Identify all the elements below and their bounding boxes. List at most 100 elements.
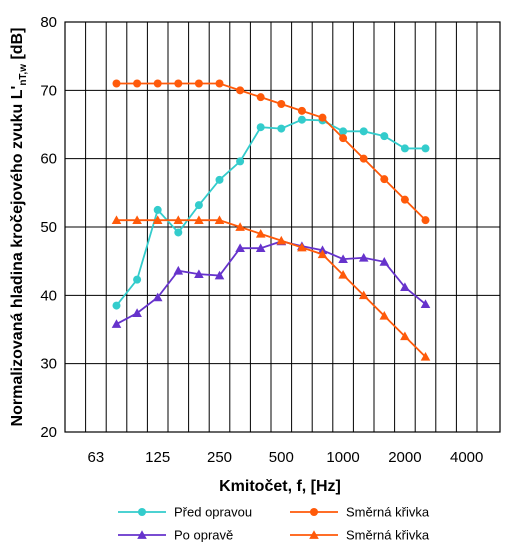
y-tick-label: 20: [40, 424, 57, 441]
y-tick-label: 50: [40, 219, 57, 236]
legend-marker: [310, 508, 318, 516]
data-point: [214, 215, 225, 225]
data-point: [132, 308, 142, 317]
x-tick-label: 250: [207, 449, 232, 466]
data-point: [400, 144, 409, 153]
data-point: [380, 175, 389, 184]
data-point: [380, 132, 389, 141]
data-point: [255, 243, 266, 253]
legend-item: Před opravou: [118, 505, 252, 520]
data-point: [112, 301, 121, 310]
legend-item: Směrná křivka: [290, 505, 430, 520]
data-point: [236, 157, 245, 166]
data-point: [400, 282, 410, 291]
data-point: [359, 127, 368, 136]
y-tick-label: 30: [40, 356, 57, 373]
series-2: [112, 79, 430, 225]
y-tick-label: 70: [40, 82, 57, 99]
x-axis-title: Kmitočet, f, [Hz]: [219, 478, 341, 495]
data-point: [173, 265, 184, 275]
x-tick-label: 500: [269, 449, 294, 466]
y-tick-label: 40: [40, 287, 57, 304]
y-axis-title-subscript: nT,w: [18, 64, 29, 86]
series-line: [116, 219, 427, 358]
x-tick-label: 2000: [388, 449, 421, 466]
data-point: [194, 269, 204, 278]
legend-label: Směrná křivka: [346, 505, 430, 520]
data-point: [215, 175, 224, 184]
data-point: [338, 270, 348, 279]
legend-label: Po opravě: [174, 528, 233, 543]
data-point: [132, 215, 142, 225]
x-tick-label: 125: [145, 449, 170, 466]
y-tick-label: 60: [40, 151, 57, 168]
y-axis-title: Normalizovaná hladina kročejového zvuku …: [9, 28, 29, 427]
data-point: [133, 79, 142, 88]
data-point: [133, 275, 142, 284]
data-point: [236, 86, 245, 95]
data-point: [173, 215, 184, 225]
data-point: [358, 290, 369, 300]
data-point: [174, 79, 183, 88]
plot-frame: [64, 21, 501, 433]
data-point: [297, 242, 307, 252]
data-point: [338, 254, 348, 263]
data-point: [256, 93, 265, 102]
data-point: [420, 352, 431, 361]
data-point: [256, 123, 265, 132]
data-point: [359, 154, 368, 163]
tick-labels: 20 30 40 50 60 70 80 63 125 250 500 1000 2000 4000: [40, 14, 483, 466]
data-point: [215, 79, 224, 88]
y-axis-title-unit: [dB]: [9, 28, 26, 64]
x-tick-label: 4000: [450, 449, 483, 466]
data-point: [235, 222, 245, 231]
data-point: [194, 215, 204, 225]
x-tick-label: 63: [88, 449, 105, 466]
legend-item: Po opravě: [118, 528, 233, 543]
data-point: [153, 205, 162, 214]
data-point: [297, 106, 306, 115]
data-point: [214, 270, 225, 280]
series-4: [111, 215, 431, 361]
legend-label: Směrná křivka: [346, 528, 430, 543]
data-point: [358, 252, 369, 262]
series-line: [116, 82, 427, 221]
data-point: [174, 228, 183, 237]
data-point: [194, 201, 203, 210]
data-point: [277, 100, 286, 108]
y-axis-title-main: Normalizovaná hladina kročejového zvuku …: [9, 86, 26, 427]
legend-marker: [138, 508, 146, 516]
data-point: [255, 229, 266, 238]
data-point: [112, 79, 121, 88]
data-point: [400, 195, 409, 204]
grid: [65, 21, 500, 433]
data-point: [152, 215, 163, 225]
data-point: [235, 243, 245, 253]
data-point: [379, 311, 390, 320]
data-point: [400, 331, 410, 341]
legend-marker: [309, 530, 319, 539]
series-line: [115, 118, 426, 307]
data-point: [152, 292, 163, 302]
data-point: [379, 257, 390, 266]
data-point: [421, 216, 430, 225]
data-point: [111, 319, 122, 328]
data-point: [277, 124, 286, 133]
data-point: [317, 249, 328, 259]
legend-label: Před opravou: [174, 505, 252, 520]
data-point: [420, 299, 431, 309]
legend-marker: [137, 530, 147, 539]
data-point: [339, 127, 348, 136]
data-point: [153, 79, 162, 88]
data-point: [276, 235, 287, 245]
data-point: [297, 115, 306, 124]
legend: Před opravou Směrná křivka Po opravě Směrná…: [118, 505, 430, 543]
data-point: [111, 215, 122, 225]
data-point: [194, 79, 203, 88]
data-point: [421, 144, 430, 153]
x-tick-label: 1000: [326, 449, 359, 466]
legend-item: Směrná křivka: [290, 528, 430, 543]
data-point: [339, 134, 348, 143]
